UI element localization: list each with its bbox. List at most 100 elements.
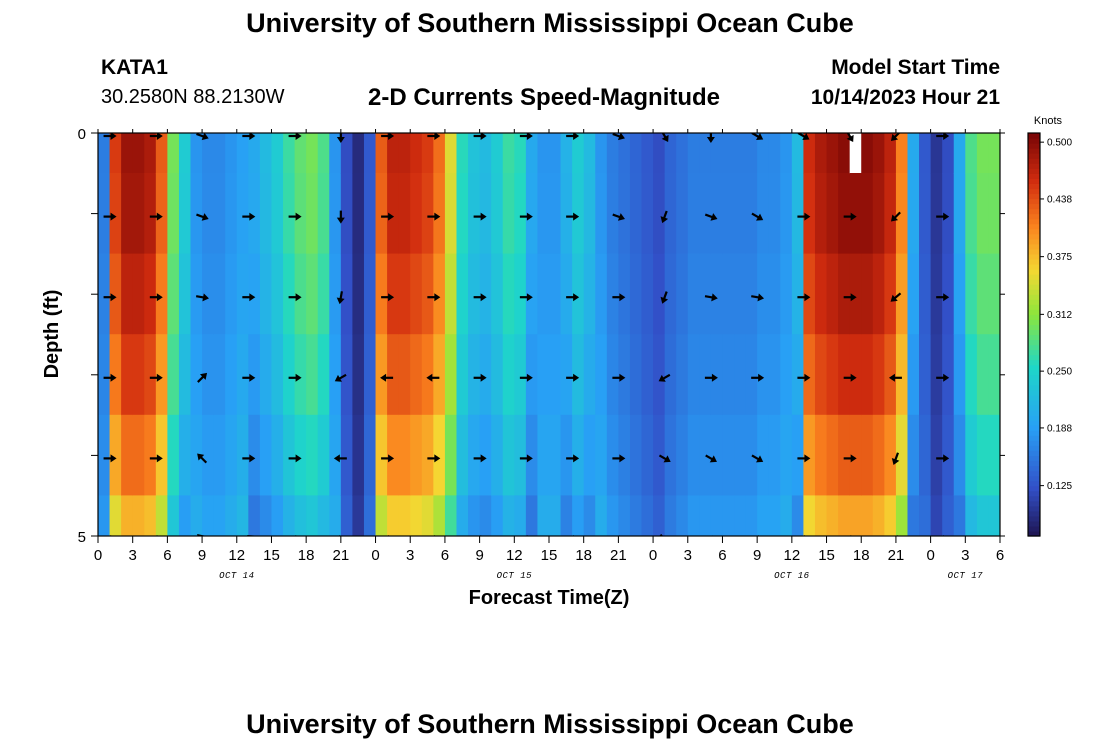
heatmap-cell (167, 173, 180, 255)
heatmap-cell (537, 495, 550, 536)
colorbar-tick-label: 0.438 (1047, 194, 1072, 205)
heatmap-cell (838, 334, 851, 416)
heatmap-cell (606, 133, 619, 174)
heatmap-cell (676, 253, 689, 335)
current-arrow (566, 133, 580, 140)
colorbar-segment (1028, 243, 1040, 250)
colorbar-tick-label: 0.500 (1047, 138, 1072, 149)
current-arrow (242, 373, 256, 382)
heatmap-cell (514, 414, 527, 496)
heatmap-cell (109, 173, 122, 255)
current-arrow (566, 212, 580, 221)
heatmap-cell (317, 495, 330, 536)
heatmap-cell (595, 173, 608, 255)
heatmap-cell (375, 414, 388, 496)
heatmap-cell (340, 133, 354, 174)
colorbar-segment (1028, 339, 1040, 346)
heatmap-cell (653, 133, 666, 174)
heatmap-cell (491, 495, 504, 536)
heatmap-cell (791, 253, 805, 335)
heatmap-cell (213, 334, 226, 416)
colorbar-segment (1028, 258, 1040, 265)
heatmap-cell (178, 253, 192, 335)
heatmap-cell (213, 253, 226, 335)
heatmap-cell (410, 414, 423, 496)
current-arrow (891, 452, 900, 465)
heatmap-cell (884, 173, 897, 255)
heatmap-cell (676, 173, 689, 255)
colorbar-segment (1028, 510, 1040, 517)
heatmap-cell (549, 253, 562, 335)
heatmap-cell (363, 173, 377, 255)
x-tick-label: 9 (753, 547, 761, 564)
heatmap-cell (121, 495, 134, 536)
heatmap-cell (213, 414, 226, 496)
y-tick-label: 5 (78, 529, 86, 546)
current-arrow (427, 133, 441, 140)
date-label: OCT 16 (774, 571, 810, 581)
heatmap-cell (109, 495, 122, 536)
heatmap-cell (884, 495, 897, 536)
heatmap-cell (537, 253, 550, 335)
heatmap-cell (664, 253, 677, 335)
heatmap-cell (283, 173, 296, 255)
heatmap-cell (352, 253, 365, 335)
heatmap-cell (167, 414, 180, 496)
heatmap-cell (583, 334, 596, 416)
heatmap-cell (919, 414, 932, 496)
heatmap-cell (710, 334, 724, 416)
heatmap-cell (942, 414, 955, 496)
heatmap-cell (259, 334, 273, 416)
colorbar-segment (1028, 349, 1040, 356)
heatmap-cell (271, 334, 284, 416)
heatmap-cell (468, 495, 481, 536)
heatmap-cell (375, 253, 388, 335)
heatmap-cell (907, 133, 920, 174)
heatmap-cell (167, 495, 180, 536)
heatmap-cell (791, 133, 805, 174)
heatmap-cell (363, 133, 377, 174)
heatmap-cell (629, 173, 643, 255)
heatmap-cell (398, 253, 411, 335)
heatmap-cell (167, 253, 180, 335)
heatmap-cell (132, 495, 145, 536)
heatmap-cell (641, 495, 654, 536)
colorbar-segment (1028, 394, 1040, 401)
heatmap-cell (919, 133, 932, 174)
current-arrow (751, 293, 765, 302)
current-arrow (288, 293, 302, 302)
heatmap-cell (722, 334, 735, 416)
current-arrow (519, 133, 533, 140)
colorbar-segment (1028, 445, 1040, 451)
heatmap-cell (907, 253, 920, 335)
heatmap-cell (549, 414, 562, 496)
colorbar-segment (1028, 218, 1040, 225)
current-arrow (751, 373, 765, 382)
heatmap-cell (178, 334, 192, 416)
heatmap-cell (306, 414, 319, 496)
current-arrow (103, 133, 117, 140)
heatmap-cell (410, 495, 423, 536)
heatmap-cell (387, 173, 400, 255)
heatmap-cell (306, 253, 319, 335)
heatmap-cell (930, 173, 943, 255)
colorbar-segment (1028, 500, 1040, 507)
heatmap-cell (907, 334, 920, 416)
heatmap-cell (780, 173, 793, 255)
heatmap-cell (595, 414, 608, 496)
heatmap-cell (248, 495, 261, 536)
heatmap-cell (479, 495, 492, 536)
colorbar (1028, 133, 1040, 537)
heatmap-cell (710, 173, 724, 255)
colorbar-segment (1028, 299, 1040, 305)
y-tick-label: 0 (78, 126, 86, 143)
heatmap-cell (953, 173, 966, 255)
heatmap-cell (722, 495, 735, 536)
heatmap-cell (225, 334, 238, 416)
y-axis: 05 (78, 126, 1005, 546)
current-arrow (288, 454, 302, 463)
colorbar-tick-label: 0.312 (1047, 310, 1072, 321)
heatmap-cell (479, 133, 492, 174)
heatmap-cell (560, 253, 573, 335)
current-arrow (936, 133, 950, 140)
